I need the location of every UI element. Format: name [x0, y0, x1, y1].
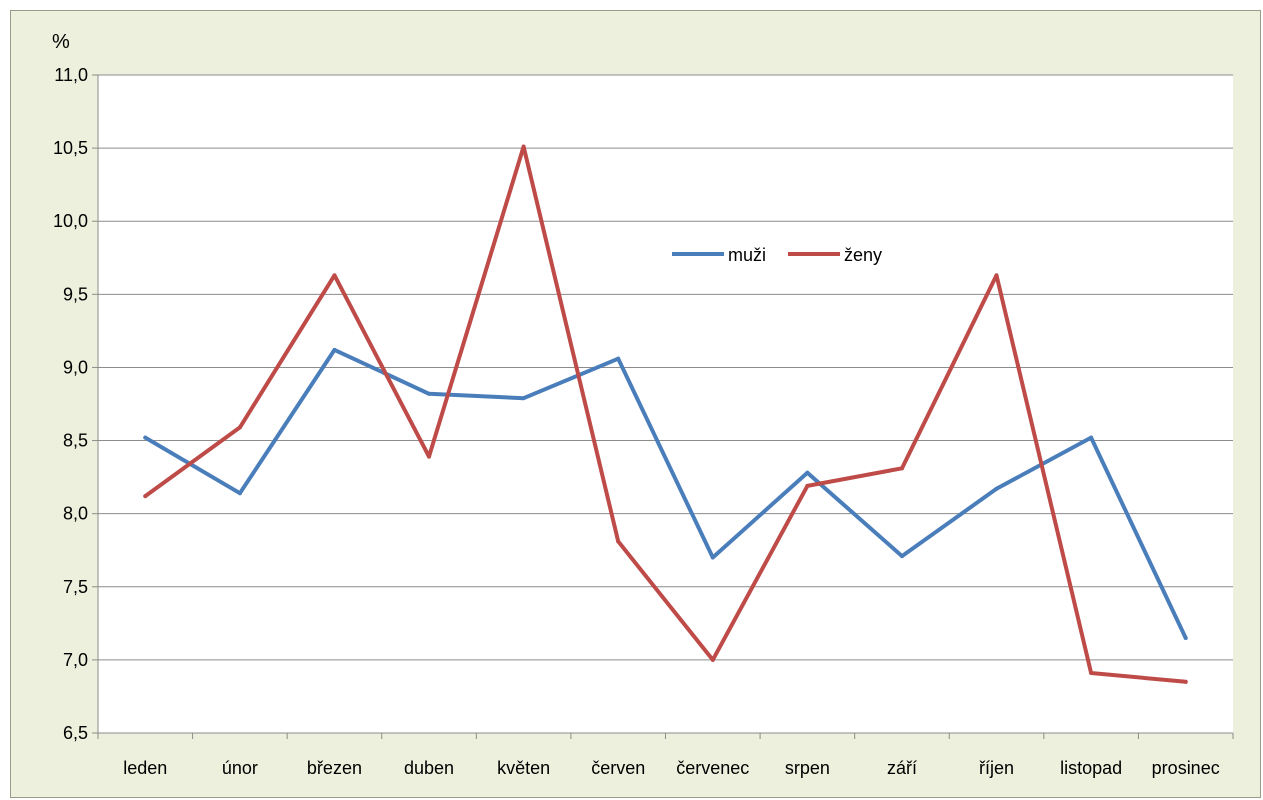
data-point — [994, 486, 999, 491]
data-point — [1089, 671, 1094, 676]
data-point — [616, 539, 621, 544]
data-point — [1183, 679, 1188, 684]
data-point — [1183, 635, 1188, 640]
x-tick-label: listopad — [1060, 758, 1122, 778]
x-tick-label: prosinec — [1152, 758, 1220, 778]
data-point — [710, 555, 715, 560]
data-point — [143, 494, 148, 499]
x-tick-label: září — [887, 758, 917, 778]
y-axis-ticks: 6,5 7,0 7,5 8,0 8,5 9,0 9,5 10,0 10,5 11,0 — [53, 65, 98, 743]
y-tick-label: 8,0 — [63, 504, 88, 524]
legend-label: muži — [728, 245, 766, 265]
data-point — [332, 273, 337, 278]
data-point — [805, 470, 810, 475]
x-tick-label: duben — [404, 758, 454, 778]
x-tick-label: únor — [222, 758, 258, 778]
plot-area — [98, 75, 1233, 733]
data-point — [805, 483, 810, 488]
series-line — [143, 347, 1188, 640]
y-tick-label: 10,5 — [53, 138, 88, 158]
data-point — [237, 425, 242, 430]
legend: muži ženy — [672, 245, 882, 265]
data-point — [427, 391, 432, 396]
y-tick-label: 9,0 — [63, 357, 88, 377]
y-tick-label: 11,0 — [54, 65, 88, 85]
x-axis-ticks: leden únor březen duben květen červen červenec… — [97, 733, 1234, 778]
data-point — [994, 273, 999, 278]
data-point — [899, 554, 904, 559]
y-tick-label: 7,0 — [63, 650, 88, 670]
data-point — [427, 454, 432, 459]
legend-label: ženy — [844, 245, 882, 265]
data-point — [521, 144, 526, 149]
series-lines — [143, 144, 1188, 684]
x-tick-label: srpen — [785, 758, 830, 778]
x-tick-label: leden — [123, 758, 167, 778]
data-point — [899, 466, 904, 471]
data-point — [143, 435, 148, 440]
x-tick-label: červenec — [676, 758, 749, 778]
data-point — [1089, 435, 1094, 440]
y-tick-label: 9,5 — [63, 284, 88, 304]
data-point — [616, 356, 621, 361]
data-point — [710, 657, 715, 662]
y-tick-label: 8,5 — [63, 431, 88, 451]
data-point — [237, 491, 242, 496]
gridlines — [98, 74, 1233, 661]
x-tick-label: březen — [307, 758, 362, 778]
data-point — [332, 347, 337, 352]
y-tick-label: 6,5 — [63, 723, 88, 743]
series-line — [143, 144, 1188, 684]
y-tick-label: 10,0 — [53, 211, 88, 231]
data-point — [521, 396, 526, 401]
y-tick-label: 7,5 — [63, 577, 88, 597]
y-unit-label: % — [52, 31, 70, 53]
x-tick-label: červen — [591, 758, 645, 778]
x-tick-label: květen — [497, 758, 550, 778]
x-tick-label: říjen — [979, 758, 1014, 778]
